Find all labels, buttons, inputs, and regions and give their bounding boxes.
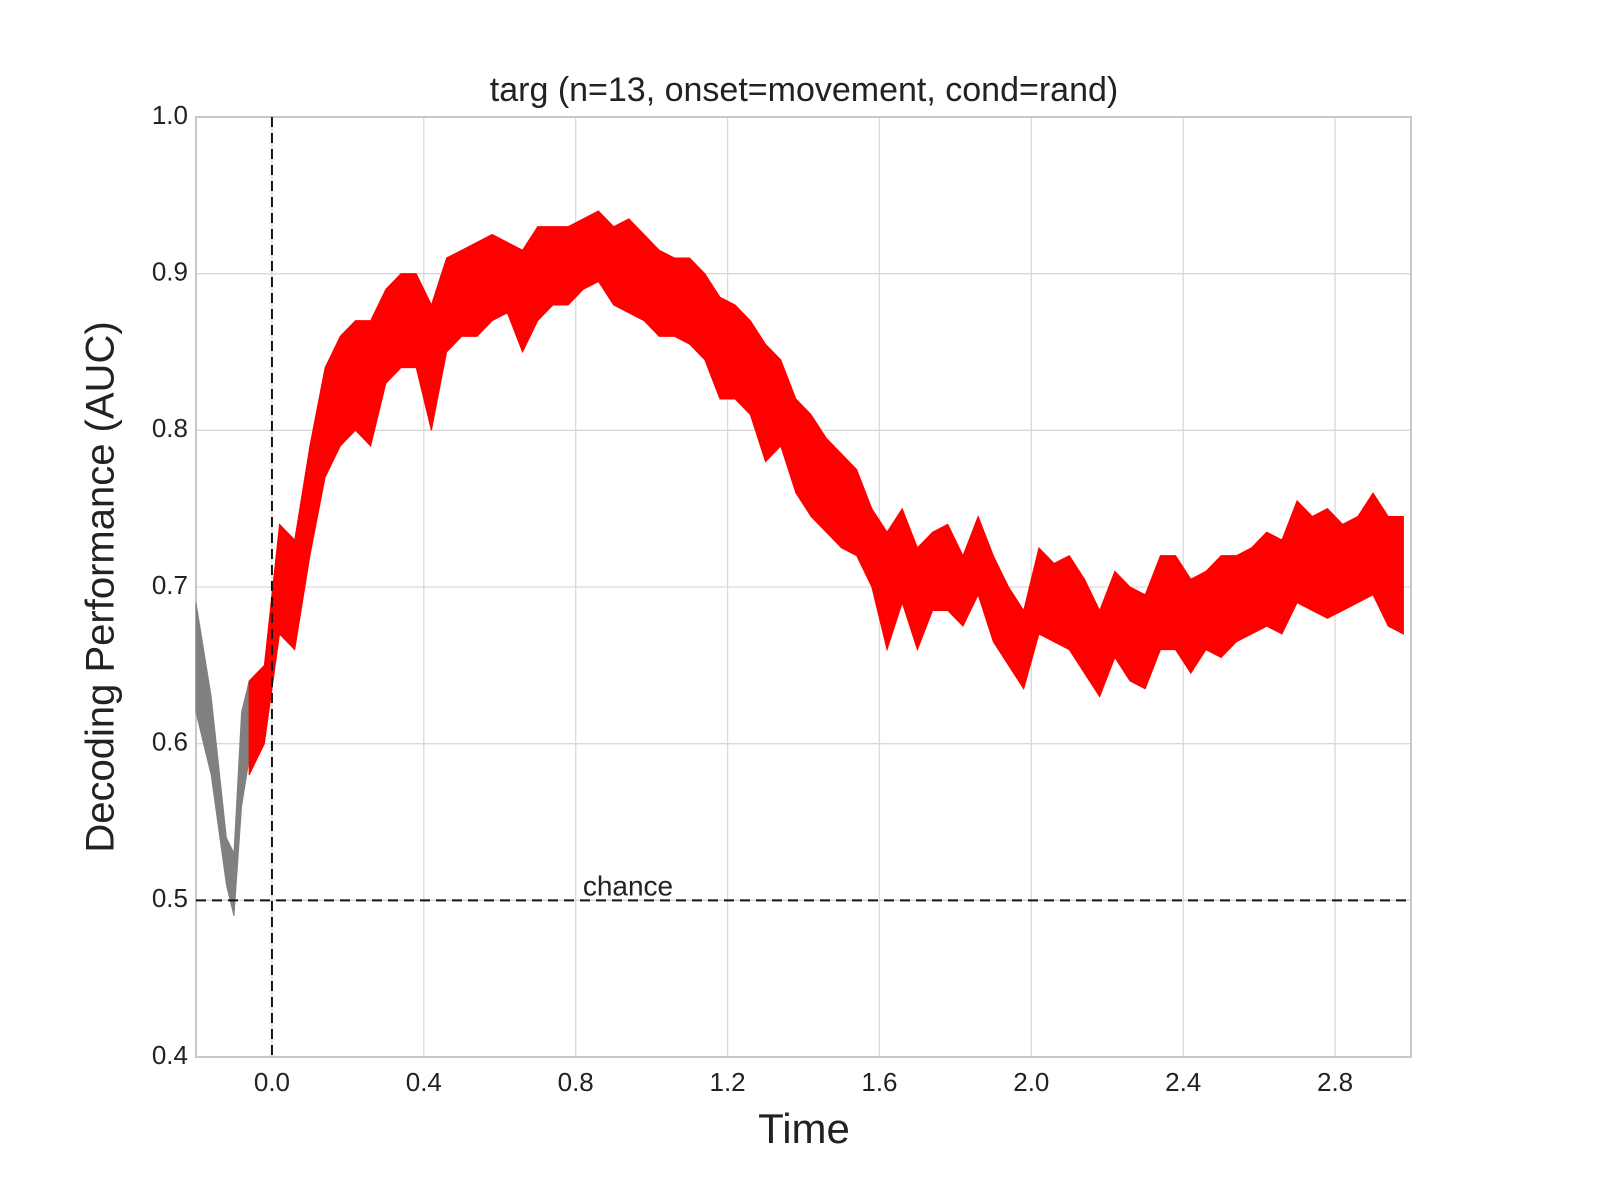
x-tick-label: 2.0 [1013, 1067, 1049, 1097]
x-tick-label: 1.6 [861, 1067, 897, 1097]
confidence-band [195, 602, 250, 917]
y-tick-label: 0.9 [152, 257, 188, 287]
x-tick-label: 0.0 [254, 1067, 290, 1097]
x-tick-label: 2.8 [1317, 1067, 1353, 1097]
y-tick-label: 1.0 [152, 100, 188, 130]
confidence-band [248, 210, 1404, 776]
chart-title: targ (n=13, onset=movement, cond=rand) [490, 71, 1118, 109]
plot-frame [195, 116, 1412, 1058]
x-tick-label: 0.4 [406, 1067, 442, 1097]
chance-label: chance [583, 871, 673, 902]
x-axis-label: Time [758, 1105, 850, 1152]
x-tick-label: 2.4 [1165, 1067, 1201, 1097]
y-tick-label: 0.6 [152, 727, 188, 757]
y-tick-label: 0.7 [152, 570, 188, 600]
x-tick-label: 0.8 [558, 1067, 594, 1097]
y-axis-label: Decoding Performance (AUC) [79, 321, 123, 852]
y-tick-label: 0.8 [152, 413, 188, 443]
y-tick-label: 0.4 [152, 1040, 188, 1070]
x-tick-label: 1.2 [709, 1067, 745, 1097]
y-tick-label: 0.5 [152, 883, 188, 913]
